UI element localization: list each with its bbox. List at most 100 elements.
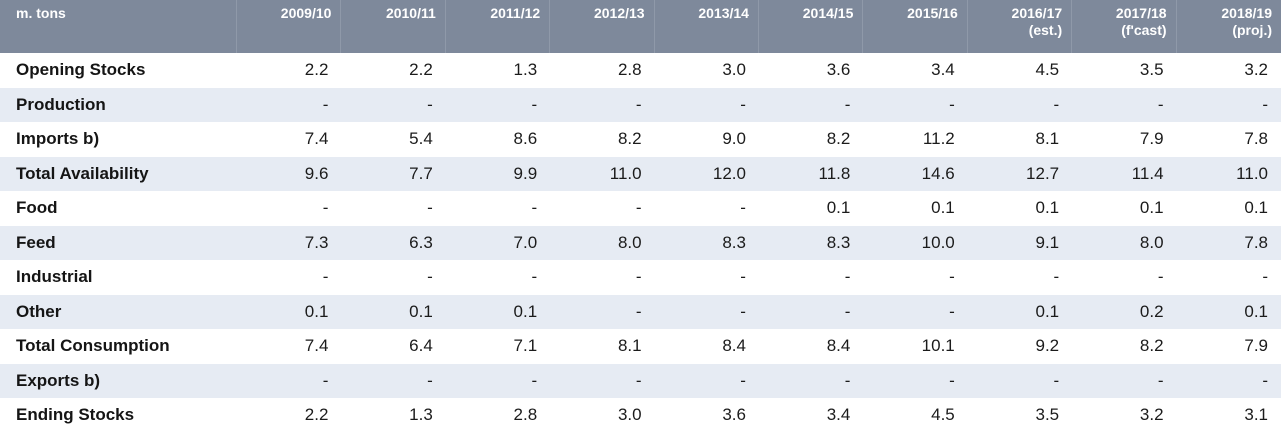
table-cell: - [445,363,551,398]
table-cell: 8.3 [654,225,759,260]
table-cell: 11.0 [1176,156,1281,191]
table-cell: 7.0 [445,225,551,260]
column-header: 2017/18 (f'cast) [1072,0,1177,53]
table-cell: 7.4 [237,329,342,364]
table-cell: - [1072,363,1177,398]
row-label: Food [0,191,238,226]
table-cell: 3.6 [654,398,759,433]
table-cell: - [550,363,655,398]
table-row: Ending Stocks 2.2 1.3 2.8 3.0 3.6 3.4 4.5 3.5 3.2… [0,398,1281,433]
table-cell: 3.2 [1176,53,1281,88]
table-cell: 7.4 [237,122,342,157]
table-cell: 6.4 [341,329,446,364]
table-cell: - [967,87,1073,122]
table-cell: - [654,260,759,295]
row-label: Exports b) [0,363,238,398]
table-cell: 2.8 [550,53,655,88]
table-cell: - [758,294,864,329]
table-cell: 8.0 [1072,225,1177,260]
column-header-note: (proj.) [1232,22,1272,38]
table-cell: 3.5 [967,398,1073,433]
table-row: Food - - - - -0.1 0.1 0.1 0.1 0.1 [0,191,1281,226]
table-cell: 0.1 [1176,191,1281,226]
table-cell: 2.2 [341,53,446,88]
table-cell: - [237,363,342,398]
table-cell: - [967,363,1073,398]
table-cell: 8.3 [758,225,864,260]
table-cell: 11.8 [758,156,864,191]
table-header: m. tons 2009/10 2010/11 2011/12 2012/13 2013… [0,0,1281,53]
column-header: 2011/12 [445,0,551,53]
table-cell: 0.1 [1072,191,1177,226]
table-cell: - [341,260,446,295]
column-header-note: (est.) [1028,22,1063,38]
table-cell: - [863,363,968,398]
table-cell: 7.7 [341,156,446,191]
column-header-year: 2017/18 [1115,5,1167,21]
table-cell: - [1176,260,1281,295]
table-row: Other 0.1 0.1 0.1- - - -0.1 0.2 0.1 [0,294,1281,329]
table-cell: - [1176,363,1281,398]
table-cell: - [758,260,864,295]
table-cell: 1.3 [341,398,446,433]
table-cell: 8.4 [654,329,759,364]
table-row: Industrial - - - - - - - - - - [0,260,1281,295]
table-row: Production - - - - - - - - - - [0,87,1281,122]
table-cell: 0.1 [967,191,1073,226]
column-header: 2010/11 [341,0,446,53]
table-cell: - [1072,260,1177,295]
table-cell: - [445,191,551,226]
table-cell: 10.0 [863,225,968,260]
table-cell: - [550,191,655,226]
table-cell: 2.2 [237,53,342,88]
table-cell: - [550,294,655,329]
table-cell: 4.5 [863,398,968,433]
table-cell: 8.1 [967,122,1073,157]
table-cell: - [550,87,655,122]
table-cell: 11.0 [550,156,655,191]
table-cell: - [863,260,968,295]
table-cell: - [341,191,446,226]
table-cell: 1.3 [445,53,551,88]
table-cell: 2.2 [237,398,342,433]
table-cell: 2.8 [445,398,551,433]
table-cell: - [967,260,1073,295]
table-cell: 9.1 [967,225,1073,260]
table-cell: - [654,294,759,329]
table-cell: 14.6 [863,156,968,191]
column-header: 2013/14 [654,0,759,53]
table-cell: - [445,260,551,295]
table-cell: 0.1 [341,294,446,329]
table-cell: 9.2 [967,329,1073,364]
table-cell: 7.3 [237,225,342,260]
row-label: Other [0,294,238,329]
column-header-year: 2011/12 [490,5,541,21]
table-cell: - [1176,87,1281,122]
column-header-year: 2014/15 [802,5,854,21]
table-cell: 5.4 [341,122,446,157]
table-cell: 3.4 [863,53,968,88]
column-header-year: 2016/17 [1011,5,1063,21]
table-cell: 0.1 [967,294,1073,329]
table-cell: 8.6 [445,122,551,157]
table-cell: 3.0 [550,398,655,433]
table-cell: 0.1 [863,191,968,226]
table-cell: - [237,87,342,122]
row-label: Imports b) [0,122,238,157]
column-header: 2014/15 [758,0,864,53]
table-cell: 12.7 [967,156,1073,191]
table-cell: - [1072,87,1177,122]
table-cell: - [341,87,446,122]
table-row: Feed 7.3 6.3 7.0 8.0 8.3 8.3 10.0 9.1 8.0 7.8 [0,225,1281,260]
table-cell: 11.4 [1072,156,1177,191]
column-header: 2016/17 (est.) [967,0,1073,53]
table-cell: 8.2 [1072,329,1177,364]
table-cell: - [237,191,342,226]
table-cell: 3.0 [654,53,759,88]
table-row: Opening Stocks 2.2 2.2 1.3 2.8 3.0 3.6 3.4 4.5 3.… [0,53,1281,88]
row-label: Industrial [0,260,238,295]
table-cell: 0.1 [237,294,342,329]
column-header-year: 2018/19 [1221,5,1272,21]
table-cell: 8.2 [550,122,655,157]
column-header-year: 2009/10 [280,5,332,21]
